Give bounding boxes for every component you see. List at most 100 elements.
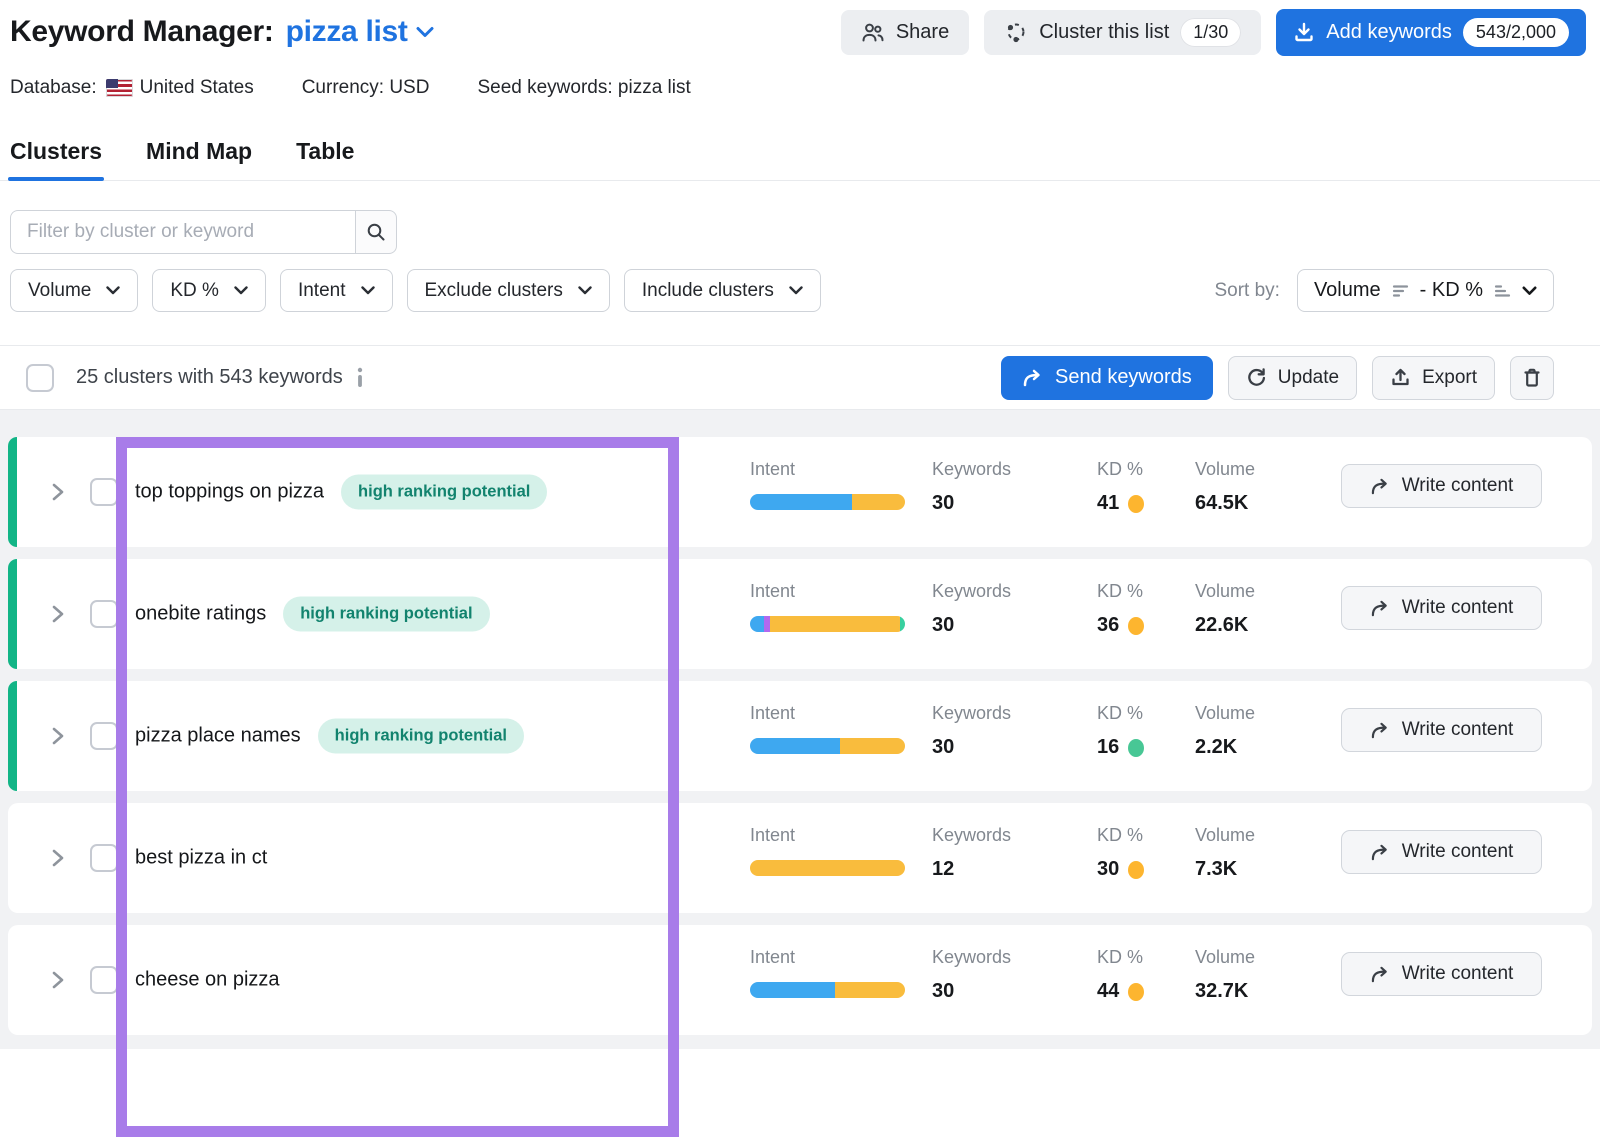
- chevron-down-icon: [1522, 285, 1537, 295]
- cluster-name: best pizza in ct: [135, 846, 268, 869]
- keywords-column-label: Keywords: [932, 825, 1012, 845]
- search-button[interactable]: [355, 210, 397, 254]
- expand-chevron-icon[interactable]: [50, 726, 66, 746]
- cluster-name: top toppings on pizza: [135, 480, 325, 503]
- tab-bar: Clusters Mind Map Table: [0, 138, 1600, 181]
- tab-table[interactable]: Table: [296, 138, 355, 164]
- intent-column-label: Intent: [750, 947, 796, 967]
- filter-include-clusters-dropdown[interactable]: Include clusters: [623, 269, 821, 312]
- kd-value: 30: [1097, 858, 1120, 880]
- kd-dot: [1128, 616, 1145, 635]
- keywords-column-label: Keywords: [932, 947, 1012, 967]
- info-icon[interactable]: [356, 367, 364, 388]
- kd-value: 16: [1097, 736, 1120, 758]
- intent-bar: [750, 494, 905, 510]
- share-label: Share: [895, 20, 950, 43]
- kd-value: 44: [1097, 980, 1120, 1002]
- kd-column-label: KD %: [1097, 581, 1144, 601]
- cluster-row: cheese on pizza high ranking potential I…: [8, 925, 1592, 1035]
- tab-mind-map[interactable]: Mind Map: [146, 138, 253, 164]
- currency-info: Currency: USD: [301, 77, 430, 98]
- send-arrow-icon: [1371, 478, 1387, 494]
- volume-column-label: Volume: [1195, 459, 1256, 479]
- filter-controls: Volume KD % Intent Exclude clusters Incl…: [0, 181, 1600, 346]
- write-content-button[interactable]: Write content: [1341, 464, 1542, 508]
- kd-dot: [1128, 494, 1145, 513]
- volume-column-label: Volume: [1195, 947, 1256, 967]
- send-arrow-icon: [1371, 844, 1387, 860]
- keywords-count: 30: [932, 492, 955, 514]
- expand-chevron-icon[interactable]: [50, 970, 66, 990]
- sort-primary: Volume: [1313, 279, 1381, 301]
- chevron-down-icon: [789, 286, 803, 295]
- seed-keywords-info: Seed keywords: pizza list: [477, 77, 691, 98]
- filter-search-input[interactable]: [10, 210, 355, 254]
- add-keywords-label: Add keywords: [1326, 20, 1452, 43]
- volume-value: 32.7K: [1195, 980, 1249, 1002]
- cluster-name: onebite ratings: [135, 602, 267, 625]
- intent-bar: [750, 860, 905, 876]
- export-button[interactable]: Export: [1372, 355, 1495, 400]
- database-label: Database:: [10, 77, 97, 98]
- write-content-button[interactable]: Write content: [1341, 952, 1542, 996]
- cluster-this-list-button[interactable]: Cluster this list 1/30: [984, 9, 1262, 55]
- filter-kd-dropdown[interactable]: KD %: [152, 269, 266, 312]
- send-keywords-button[interactable]: Send keywords: [1001, 355, 1213, 400]
- send-arrow-icon: [1371, 966, 1387, 982]
- filter-intent-dropdown[interactable]: Intent: [279, 269, 393, 312]
- cluster-row: top toppings on pizza high ranking poten…: [8, 437, 1592, 547]
- write-content-button[interactable]: Write content: [1341, 708, 1542, 752]
- cluster-limit-badge: 1/30: [1180, 17, 1242, 47]
- select-all-checkbox[interactable]: [26, 363, 54, 392]
- cluster-row: pizza place names high ranking potential…: [8, 681, 1592, 791]
- search-icon: [367, 223, 385, 241]
- row-checkbox[interactable]: [90, 844, 118, 872]
- kd-dot: [1128, 982, 1145, 1001]
- row-checkbox[interactable]: [90, 600, 118, 628]
- intent-column-label: Intent: [750, 703, 796, 723]
- intent-column-label: Intent: [750, 581, 796, 601]
- delete-button[interactable]: [1510, 355, 1554, 400]
- intent-column-label: Intent: [750, 825, 796, 845]
- keywords-column-label: Keywords: [932, 703, 1012, 723]
- send-arrow-icon: [1371, 722, 1387, 738]
- write-content-button[interactable]: Write content: [1341, 586, 1542, 630]
- database-value: United States: [139, 77, 254, 98]
- intent-bar: [750, 982, 905, 998]
- sort-by-label: Sort by:: [1214, 279, 1280, 301]
- list-meta: Database: United States Currency: USD Se…: [10, 76, 1586, 100]
- expand-chevron-icon[interactable]: [50, 848, 66, 868]
- ranking-badge: high ranking potential: [341, 474, 548, 510]
- expand-chevron-icon[interactable]: [50, 482, 66, 502]
- row-checkbox[interactable]: [90, 478, 118, 506]
- page-header: Keyword Manager: pizza list Share Cluste…: [0, 0, 1600, 181]
- volume-value: 22.6K: [1195, 614, 1249, 636]
- volume-column-label: Volume: [1195, 703, 1256, 723]
- intent-bar: [750, 616, 905, 632]
- list-name-dropdown[interactable]: pizza list: [286, 15, 434, 49]
- keywords-column-label: Keywords: [932, 459, 1012, 479]
- add-keywords-button[interactable]: Add keywords 543/2,000: [1276, 8, 1586, 56]
- cluster-list: top toppings on pizza high ranking poten…: [0, 410, 1600, 1049]
- ranking-badge: high ranking potential: [317, 718, 524, 754]
- trash-icon: [1524, 368, 1540, 387]
- filter-exclude-clusters-dropdown[interactable]: Exclude clusters: [406, 269, 610, 312]
- chevron-down-icon: [578, 286, 592, 295]
- tab-clusters[interactable]: Clusters: [7, 138, 105, 181]
- chevron-down-icon: [106, 286, 121, 295]
- share-button[interactable]: Share: [840, 9, 970, 55]
- expand-chevron-icon[interactable]: [50, 604, 66, 624]
- row-checkbox[interactable]: [90, 722, 118, 750]
- sort-secondary: - KD %: [1419, 279, 1483, 301]
- sort-dropdown[interactable]: Volume - KD %: [1296, 269, 1554, 312]
- filter-volume-dropdown[interactable]: Volume: [10, 269, 139, 312]
- keywords-count: 12: [932, 858, 955, 880]
- row-checkbox[interactable]: [90, 966, 118, 994]
- update-button[interactable]: Update: [1227, 355, 1358, 400]
- kd-value: 36: [1097, 614, 1120, 636]
- write-content-button[interactable]: Write content: [1341, 830, 1542, 874]
- sort-ascending-icon: [1494, 284, 1511, 297]
- volume-column-label: Volume: [1195, 581, 1256, 601]
- chevron-down-icon: [416, 27, 434, 37]
- volume-value: 7.3K: [1195, 858, 1238, 880]
